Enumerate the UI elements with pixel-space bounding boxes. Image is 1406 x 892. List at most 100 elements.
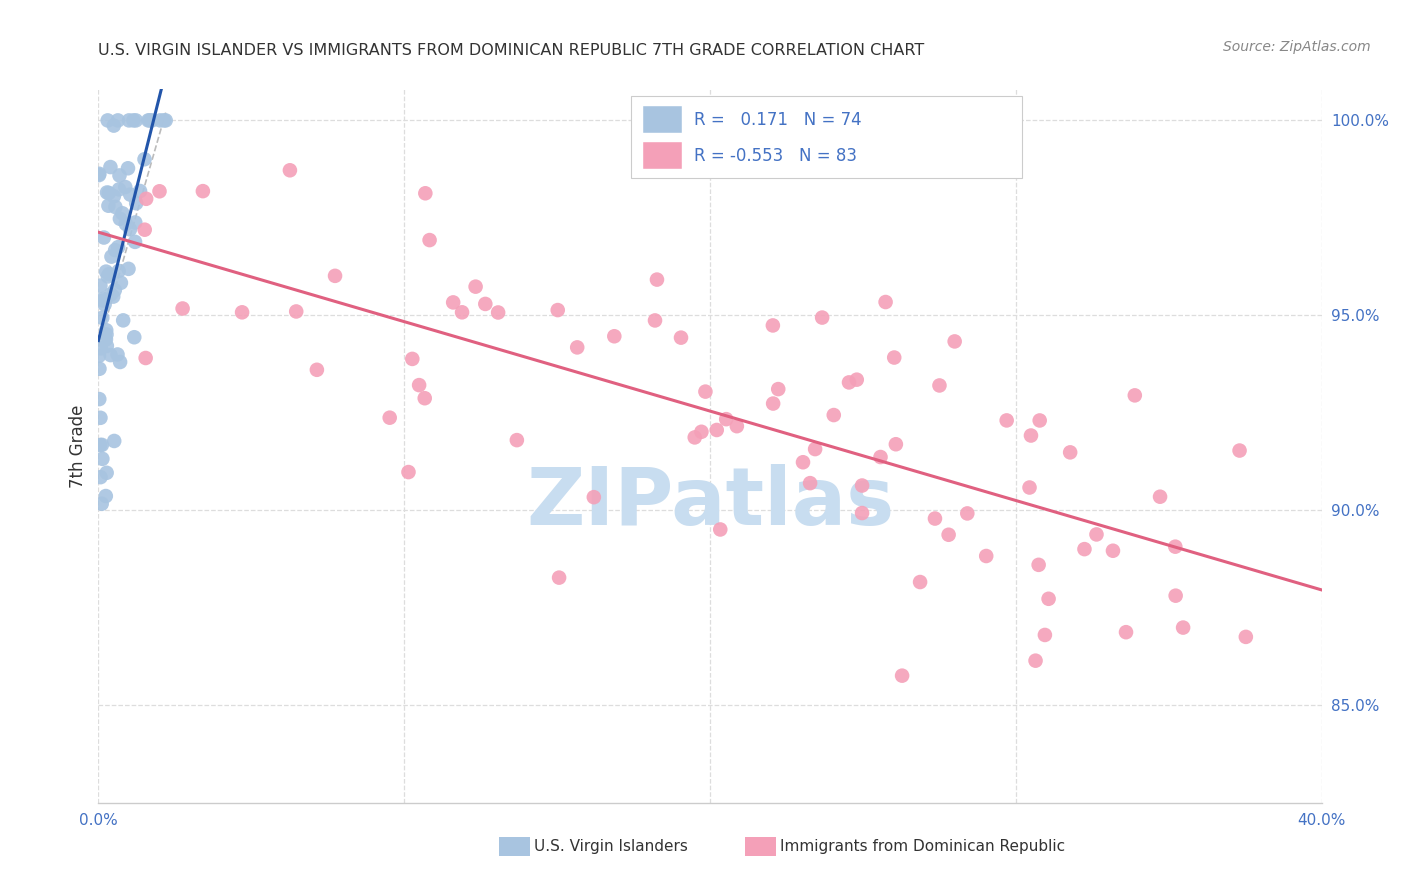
Point bbox=[107, 347, 129, 361]
Point bbox=[1018, 481, 1040, 495]
Point bbox=[91, 292, 114, 306]
Point bbox=[938, 527, 960, 541]
Point bbox=[1123, 388, 1146, 402]
Point bbox=[869, 450, 891, 464]
Point bbox=[118, 113, 141, 128]
FancyBboxPatch shape bbox=[643, 106, 682, 134]
Point bbox=[706, 423, 728, 437]
Point bbox=[401, 351, 423, 366]
Point bbox=[129, 184, 152, 198]
Point bbox=[908, 575, 931, 590]
Point bbox=[135, 192, 157, 206]
Point bbox=[107, 113, 129, 128]
Point bbox=[398, 465, 420, 479]
Point bbox=[96, 466, 118, 480]
Point bbox=[548, 571, 571, 585]
Point bbox=[90, 497, 112, 511]
Point bbox=[799, 476, 821, 491]
Point bbox=[547, 303, 569, 318]
Point bbox=[149, 113, 172, 128]
Point bbox=[928, 378, 950, 392]
Point bbox=[1085, 527, 1108, 541]
Y-axis label: 7th Grade: 7th Grade bbox=[69, 404, 87, 488]
Point bbox=[97, 199, 120, 213]
Point bbox=[100, 287, 122, 301]
Point bbox=[112, 313, 135, 327]
Point bbox=[103, 290, 125, 304]
Point bbox=[883, 351, 905, 365]
Point bbox=[110, 276, 132, 290]
Point bbox=[709, 523, 731, 537]
Point bbox=[87, 349, 110, 363]
Point bbox=[285, 304, 308, 318]
Point bbox=[851, 506, 873, 520]
Point bbox=[90, 342, 112, 356]
Point bbox=[96, 327, 118, 342]
Point bbox=[103, 189, 125, 203]
Point bbox=[111, 206, 134, 220]
Point bbox=[136, 113, 159, 128]
Point bbox=[486, 305, 509, 319]
Point bbox=[118, 222, 141, 236]
Text: R =   0.171   N = 74: R = 0.171 N = 74 bbox=[695, 111, 862, 128]
Point bbox=[100, 348, 122, 362]
Point bbox=[89, 438, 111, 452]
Point bbox=[104, 200, 127, 214]
Point bbox=[117, 161, 139, 176]
Point bbox=[451, 305, 474, 319]
Point bbox=[96, 339, 118, 353]
Point bbox=[851, 478, 873, 492]
Point bbox=[1164, 589, 1187, 603]
Point bbox=[811, 310, 834, 325]
Text: U.S. Virgin Islanders: U.S. Virgin Islanders bbox=[534, 839, 688, 854]
Point bbox=[956, 507, 979, 521]
Point bbox=[1038, 591, 1060, 606]
Point bbox=[823, 408, 845, 422]
Point bbox=[690, 425, 713, 439]
Point bbox=[107, 264, 129, 278]
Point bbox=[103, 434, 125, 448]
Point bbox=[278, 163, 301, 178]
Point bbox=[100, 160, 122, 174]
Point bbox=[1028, 413, 1050, 427]
Point bbox=[89, 167, 111, 181]
Point bbox=[725, 419, 748, 434]
Point bbox=[506, 433, 529, 447]
Point bbox=[89, 361, 111, 376]
Point bbox=[97, 186, 120, 200]
Point bbox=[91, 451, 114, 466]
Point bbox=[875, 295, 897, 310]
Point bbox=[974, 549, 997, 563]
Point bbox=[124, 215, 146, 229]
Point bbox=[172, 301, 194, 316]
Point bbox=[108, 169, 131, 183]
Point bbox=[1149, 490, 1171, 504]
Point bbox=[138, 113, 160, 128]
Point bbox=[89, 410, 111, 425]
Point bbox=[134, 153, 156, 167]
Point bbox=[120, 187, 142, 202]
Point bbox=[153, 113, 176, 128]
Point bbox=[124, 235, 146, 249]
Point bbox=[89, 392, 111, 406]
Point bbox=[378, 410, 401, 425]
FancyBboxPatch shape bbox=[630, 96, 1022, 178]
Point bbox=[94, 264, 117, 278]
Point bbox=[884, 437, 907, 451]
Point bbox=[1028, 558, 1050, 572]
Text: R = -0.553   N = 83: R = -0.553 N = 83 bbox=[695, 146, 858, 164]
Point bbox=[104, 283, 127, 297]
Point bbox=[94, 489, 117, 503]
Point bbox=[91, 293, 114, 308]
Point bbox=[87, 168, 110, 182]
Point bbox=[419, 233, 441, 247]
Text: U.S. VIRGIN ISLANDER VS IMMIGRANTS FROM DOMINICAN REPUBLIC 7TH GRADE CORRELATION: U.S. VIRGIN ISLANDER VS IMMIGRANTS FROM … bbox=[98, 43, 925, 58]
Point bbox=[695, 384, 717, 399]
Point bbox=[683, 430, 706, 444]
Point bbox=[108, 182, 131, 196]
Point bbox=[474, 297, 496, 311]
Point bbox=[1102, 543, 1125, 558]
Point bbox=[891, 668, 914, 682]
Point bbox=[1059, 445, 1081, 459]
Point bbox=[114, 180, 136, 194]
